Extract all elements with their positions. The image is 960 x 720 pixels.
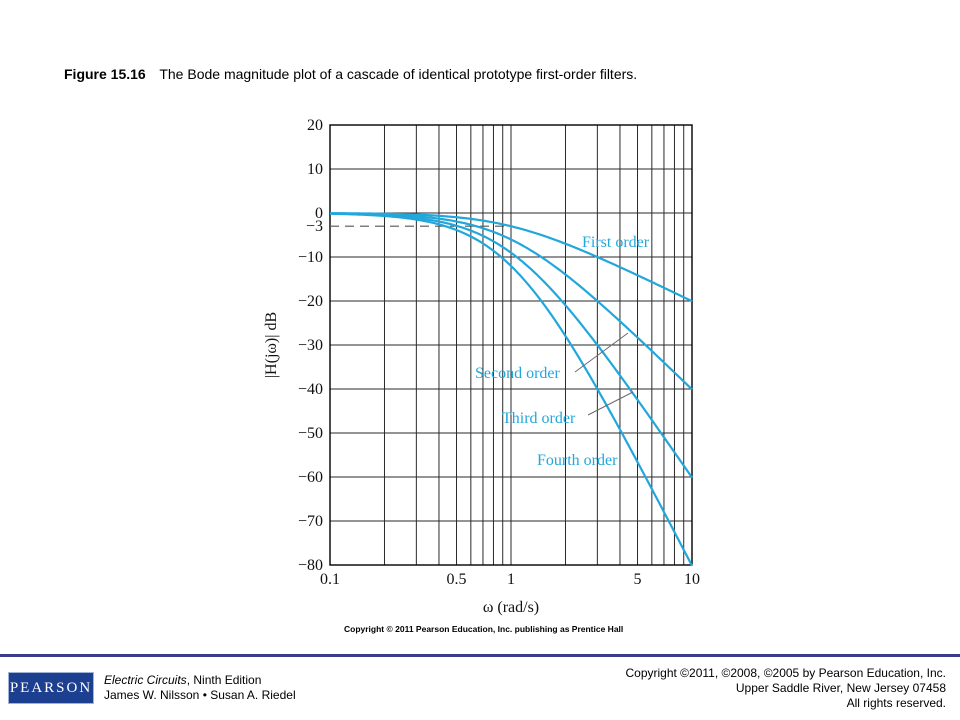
series-line-fourth-order bbox=[329, 212, 693, 567]
series-label: Third order bbox=[502, 410, 576, 427]
x-tick-label: 10 bbox=[684, 571, 700, 588]
series-label: Fourth order bbox=[537, 452, 618, 469]
copyright-line-2: Upper Saddle River, New Jersey 07458 bbox=[735, 681, 946, 695]
y-tick-label: 20 bbox=[307, 117, 323, 134]
x-tick-label: 0.5 bbox=[447, 571, 467, 588]
y-tick-label: 0 bbox=[315, 205, 323, 222]
x-tick-label: 1 bbox=[507, 571, 515, 588]
y-tick-label: −50 bbox=[298, 425, 323, 442]
figure-label: Figure 15.16 bbox=[64, 66, 146, 82]
caption-text: The Bode magnitude plot of a cascade of … bbox=[159, 66, 638, 82]
y-tick-label: −3 bbox=[306, 218, 323, 235]
publisher-copyright: Copyright ©2011, ©2008, ©2005 by Pearson… bbox=[625, 666, 946, 711]
bode-plot: 20 10 0−3 −10 −20 −30 −40 −50 −60 −70 −800.1 0.5 1 5 1… bbox=[263, 117, 700, 616]
y-tick-label: −20 bbox=[298, 293, 323, 310]
series-label-leader bbox=[587, 391, 634, 416]
series-label-leader bbox=[574, 332, 629, 373]
copyright-line-3: All rights reserved. bbox=[846, 696, 946, 710]
book-authors: James W. Nilsson • Susan A. Riedel bbox=[104, 688, 296, 702]
series-label: First order bbox=[582, 234, 650, 251]
chart-copyright: Copyright © 2011 Pearson Education, Inc.… bbox=[344, 624, 624, 634]
y-tick-label: −30 bbox=[298, 337, 323, 354]
series-label: Second order bbox=[475, 365, 561, 382]
x-tick-label: 5 bbox=[634, 571, 642, 588]
y-tick-label: −80 bbox=[298, 557, 323, 574]
y-tick-label: −60 bbox=[298, 469, 323, 486]
x-axis-label: ω (rad/s) bbox=[483, 599, 539, 616]
copyright-line-1: Copyright ©2011, ©2008, ©2005 by Pearson… bbox=[625, 666, 946, 680]
plot-frame bbox=[329, 124, 693, 566]
figure-caption: Figure 15.16 The Bode magnitude plot of … bbox=[64, 66, 637, 82]
y-tick-label: −70 bbox=[298, 513, 323, 530]
x-tick-label: 0.1 bbox=[320, 571, 340, 588]
y-tick-label: 10 bbox=[307, 161, 323, 178]
y-tick-label: −10 bbox=[298, 249, 323, 266]
book-edition: , Ninth Edition bbox=[186, 673, 262, 687]
y-axis-label: |H(jω)| dB bbox=[263, 312, 280, 378]
book-title: Electric Circuits bbox=[104, 673, 187, 687]
book-info: Electric Circuits, Ninth Edition James W… bbox=[104, 673, 296, 703]
footer-divider bbox=[0, 654, 960, 657]
y-tick-label: −40 bbox=[298, 381, 323, 398]
pearson-logo: PEARSON bbox=[8, 672, 94, 704]
